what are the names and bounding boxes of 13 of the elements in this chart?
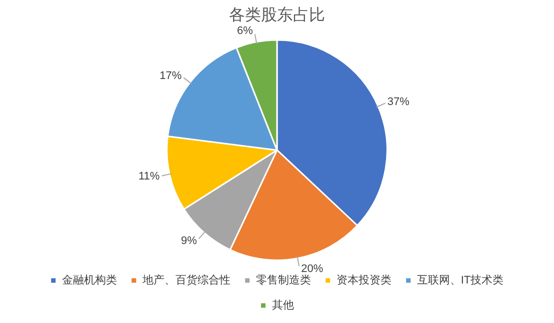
legend-label: 金融机构类 [62, 274, 117, 287]
data-label: 20% [301, 263, 324, 276]
data-label: 17% [160, 70, 182, 82]
data-label: 6% [236, 25, 254, 38]
legend-label: 互联网、IT技术类 [416, 274, 504, 287]
data-label: 9% [180, 235, 198, 248]
legend-label: 地产、百货综合性 [141, 274, 230, 287]
legend-label: 资本投资类 [336, 274, 392, 287]
legend-label: 其他 [272, 298, 294, 312]
chart-title: 各类股东占比 [229, 6, 325, 24]
legend-label: 零售制造类 [256, 274, 311, 287]
data-label: 11% [138, 170, 160, 183]
data-label: 37% [387, 96, 410, 108]
